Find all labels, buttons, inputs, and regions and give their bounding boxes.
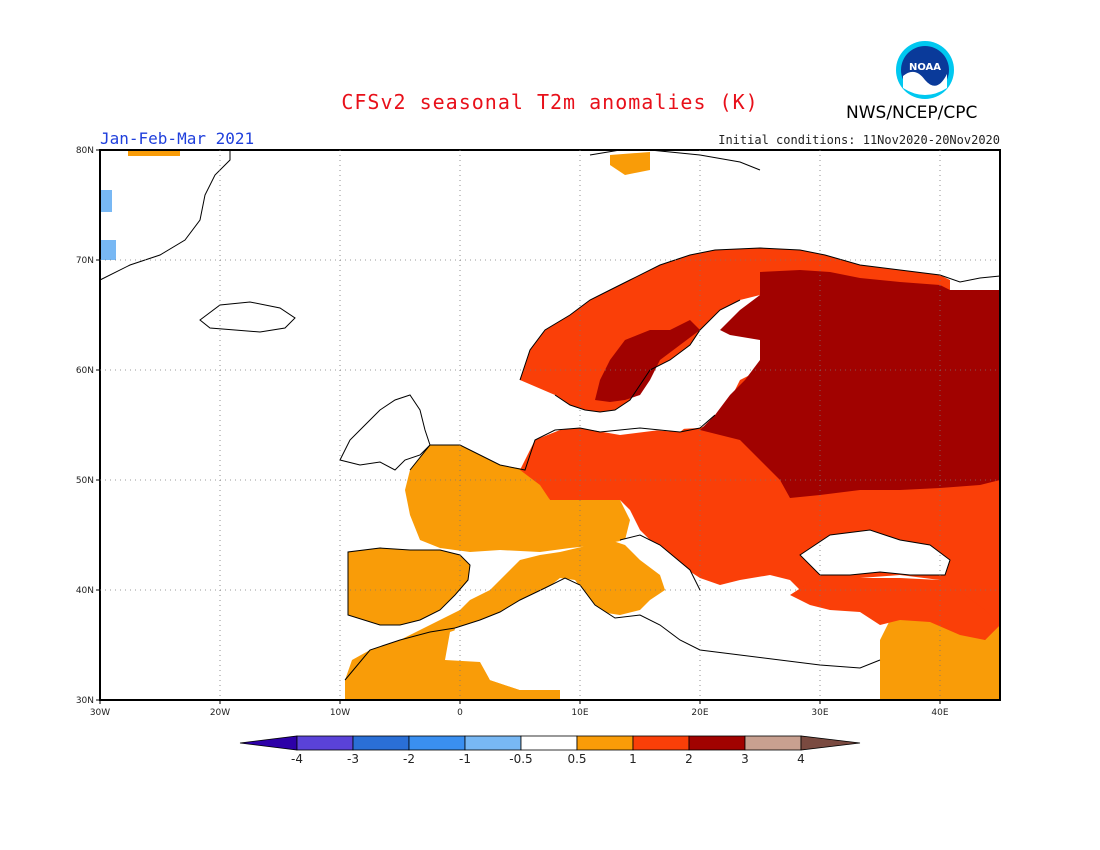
colorbar-label: 4 [797,752,805,766]
colorbar-swatch [408,735,466,751]
colorbar-swatch [464,735,522,751]
lat-tick-label: 50N [76,476,94,486]
lat-tick-label: 80N [76,146,94,156]
colorbar-label: -0.5 [509,752,532,766]
anomaly-region-red-orange-turkey [790,578,1000,640]
black-sea-near-normal [800,530,950,575]
colorbar-swatch [576,735,634,751]
agency-label: NWS/NCEP/CPC [846,103,978,123]
colorbar-swatch [744,735,802,751]
colorbar-high-arrow [800,735,861,751]
colorbar-swatch [688,735,746,751]
anomaly-region-orange-greenland [128,150,180,156]
map-frame [99,149,1001,701]
colorbar-label: 0.5 [567,752,586,766]
colorbar-swatch [632,735,690,751]
colorbar-label: -1 [459,752,471,766]
colorbar-label: -3 [347,752,359,766]
lon-tick-label: 10E [571,708,588,718]
colorbar-low-arrow [239,735,298,751]
cold-cell-2 [100,240,116,260]
lon-tick-label: 0 [457,708,463,718]
lat-tick-label: 30N [76,696,94,706]
axis-ticks: 30W 20W 10W 0 10E 20E 30E 40E 30N 40N 50N 60N 70N 80N [76,146,949,718]
noaa-logo-icon: NOAA [896,41,954,99]
lat-tick-label: 40N [76,586,94,596]
colorbar-swatch [296,735,354,751]
svg-text:NOAA: NOAA [909,62,941,73]
cold-cell-1 [100,190,112,212]
forecast-period: Jan-Feb-Mar 2021 [100,129,255,148]
anomaly-region-orange-france [405,445,630,552]
lat-tick-label: 60N [76,366,94,376]
anomaly-region-orange-svalbard [610,152,650,175]
colorbar-label: -4 [291,752,303,766]
lon-tick-label: 20E [691,708,708,718]
baltic-near-normal [650,350,740,432]
lat-tick-label: 70N [76,256,94,266]
anomaly-region-dark-red-sweden [595,320,700,402]
lon-tick-label: 30E [811,708,828,718]
anomaly-region-dark-red-russia [700,270,1000,498]
lon-tick-label: 20W [210,708,230,718]
mediterranean-near-normal [450,578,880,700]
anomaly-region-orange-west [345,540,665,700]
anomaly-fill-layer [128,150,1000,700]
initial-conditions: Initial conditions: 11Nov2020-20Nov2020 [718,133,1000,147]
graticule [100,150,1000,700]
colorbar: -4 -3 -2 -1 -0.5 0.5 1 2 3 4 [239,735,861,766]
colorbar-label: -2 [403,752,415,766]
colorbar-label: 1 [629,752,637,766]
lon-tick-label: 10W [330,708,350,718]
anomaly-region-orange-iberia [348,548,470,625]
colorbar-label: 3 [741,752,749,766]
greenland-cold-cells [100,190,116,260]
colorbar-label: 2 [685,752,693,766]
adriatic-near-normal [620,535,700,590]
lon-tick-label: 30W [90,708,110,718]
chart-title: CFSv2 seasonal T2m anomalies (K) [341,90,759,114]
map-border [99,149,1001,701]
colorbar-swatch [520,735,578,751]
ocean-mask-layer [450,350,950,700]
colorbar-swatch [352,735,410,751]
lon-tick-label: 40E [931,708,948,718]
